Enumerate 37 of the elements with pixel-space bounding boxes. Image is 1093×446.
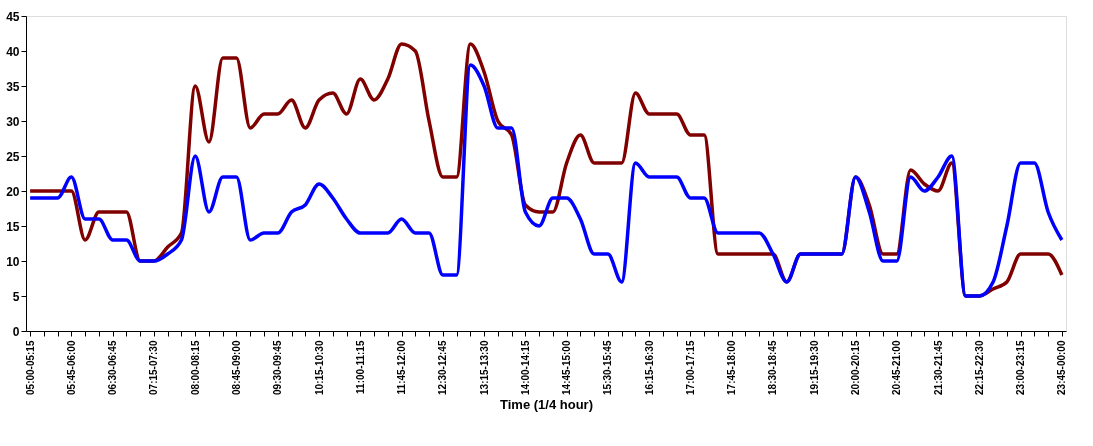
x-axis-title: Time (1/4 hour) [500, 396, 593, 412]
y-tick-label: 40 [6, 44, 20, 59]
x-tick-label: 21:30-21:45 [932, 340, 944, 395]
x-tick-label: 15:30-15:45 [602, 340, 614, 395]
x-tick-label: 07:15-07:30 [148, 340, 160, 395]
x-tick-label: 19:15-19:30 [808, 340, 820, 395]
x-tick-label: 05:00-05:15 [24, 340, 36, 395]
x-tick-label: 09:30-09:45 [272, 340, 284, 395]
y-tick-label: 0 [12, 324, 20, 339]
x-tick-label: 23:45-00:00 [1056, 340, 1068, 395]
x-tick-label: 11:45-12:00 [396, 340, 408, 395]
y-tick-label: 35 [6, 79, 20, 94]
x-tick-label: 14:45-15:00 [561, 340, 573, 395]
y-tick-label: 15 [6, 219, 20, 234]
x-tick-label: 23:00-23:15 [1015, 340, 1027, 395]
y-tick-label: 45 [6, 9, 20, 24]
x-tick-label: 17:00-17:15 [684, 340, 696, 395]
x-tick-label: 12:30-12:45 [437, 340, 449, 395]
x-tick-label: 13:15-13:30 [478, 340, 490, 395]
x-tick-label: 20:00-20:15 [850, 340, 862, 395]
x-tick-label: 06:30-06:45 [107, 340, 119, 395]
y-tick-label: 25 [6, 149, 20, 164]
x-tick-label: 18:30-18:45 [767, 340, 779, 395]
x-tick-label: 16:15-16:30 [643, 340, 655, 395]
x-tick-label: 08:00-08:15 [189, 340, 201, 395]
x-tick-label: 08:45-09:00 [230, 340, 242, 395]
y-tick-label: 5 [12, 289, 20, 304]
y-tick-label: 30 [6, 114, 20, 129]
y-tick-label: 10 [6, 254, 20, 269]
x-tick-label: 20:45-21:00 [891, 340, 903, 395]
x-tick-label: 11:00-11:15 [354, 340, 366, 394]
x-tick-label: 05:45-06:00 [65, 340, 77, 395]
y-tick-label: 20 [6, 184, 20, 199]
x-tick-label: 17:45-18:00 [726, 340, 738, 395]
x-tick-label: 10:15-10:30 [313, 340, 325, 395]
x-tick-label: 22:15-22:30 [973, 340, 985, 395]
x-tick-label: 14:00-14:15 [519, 340, 531, 395]
